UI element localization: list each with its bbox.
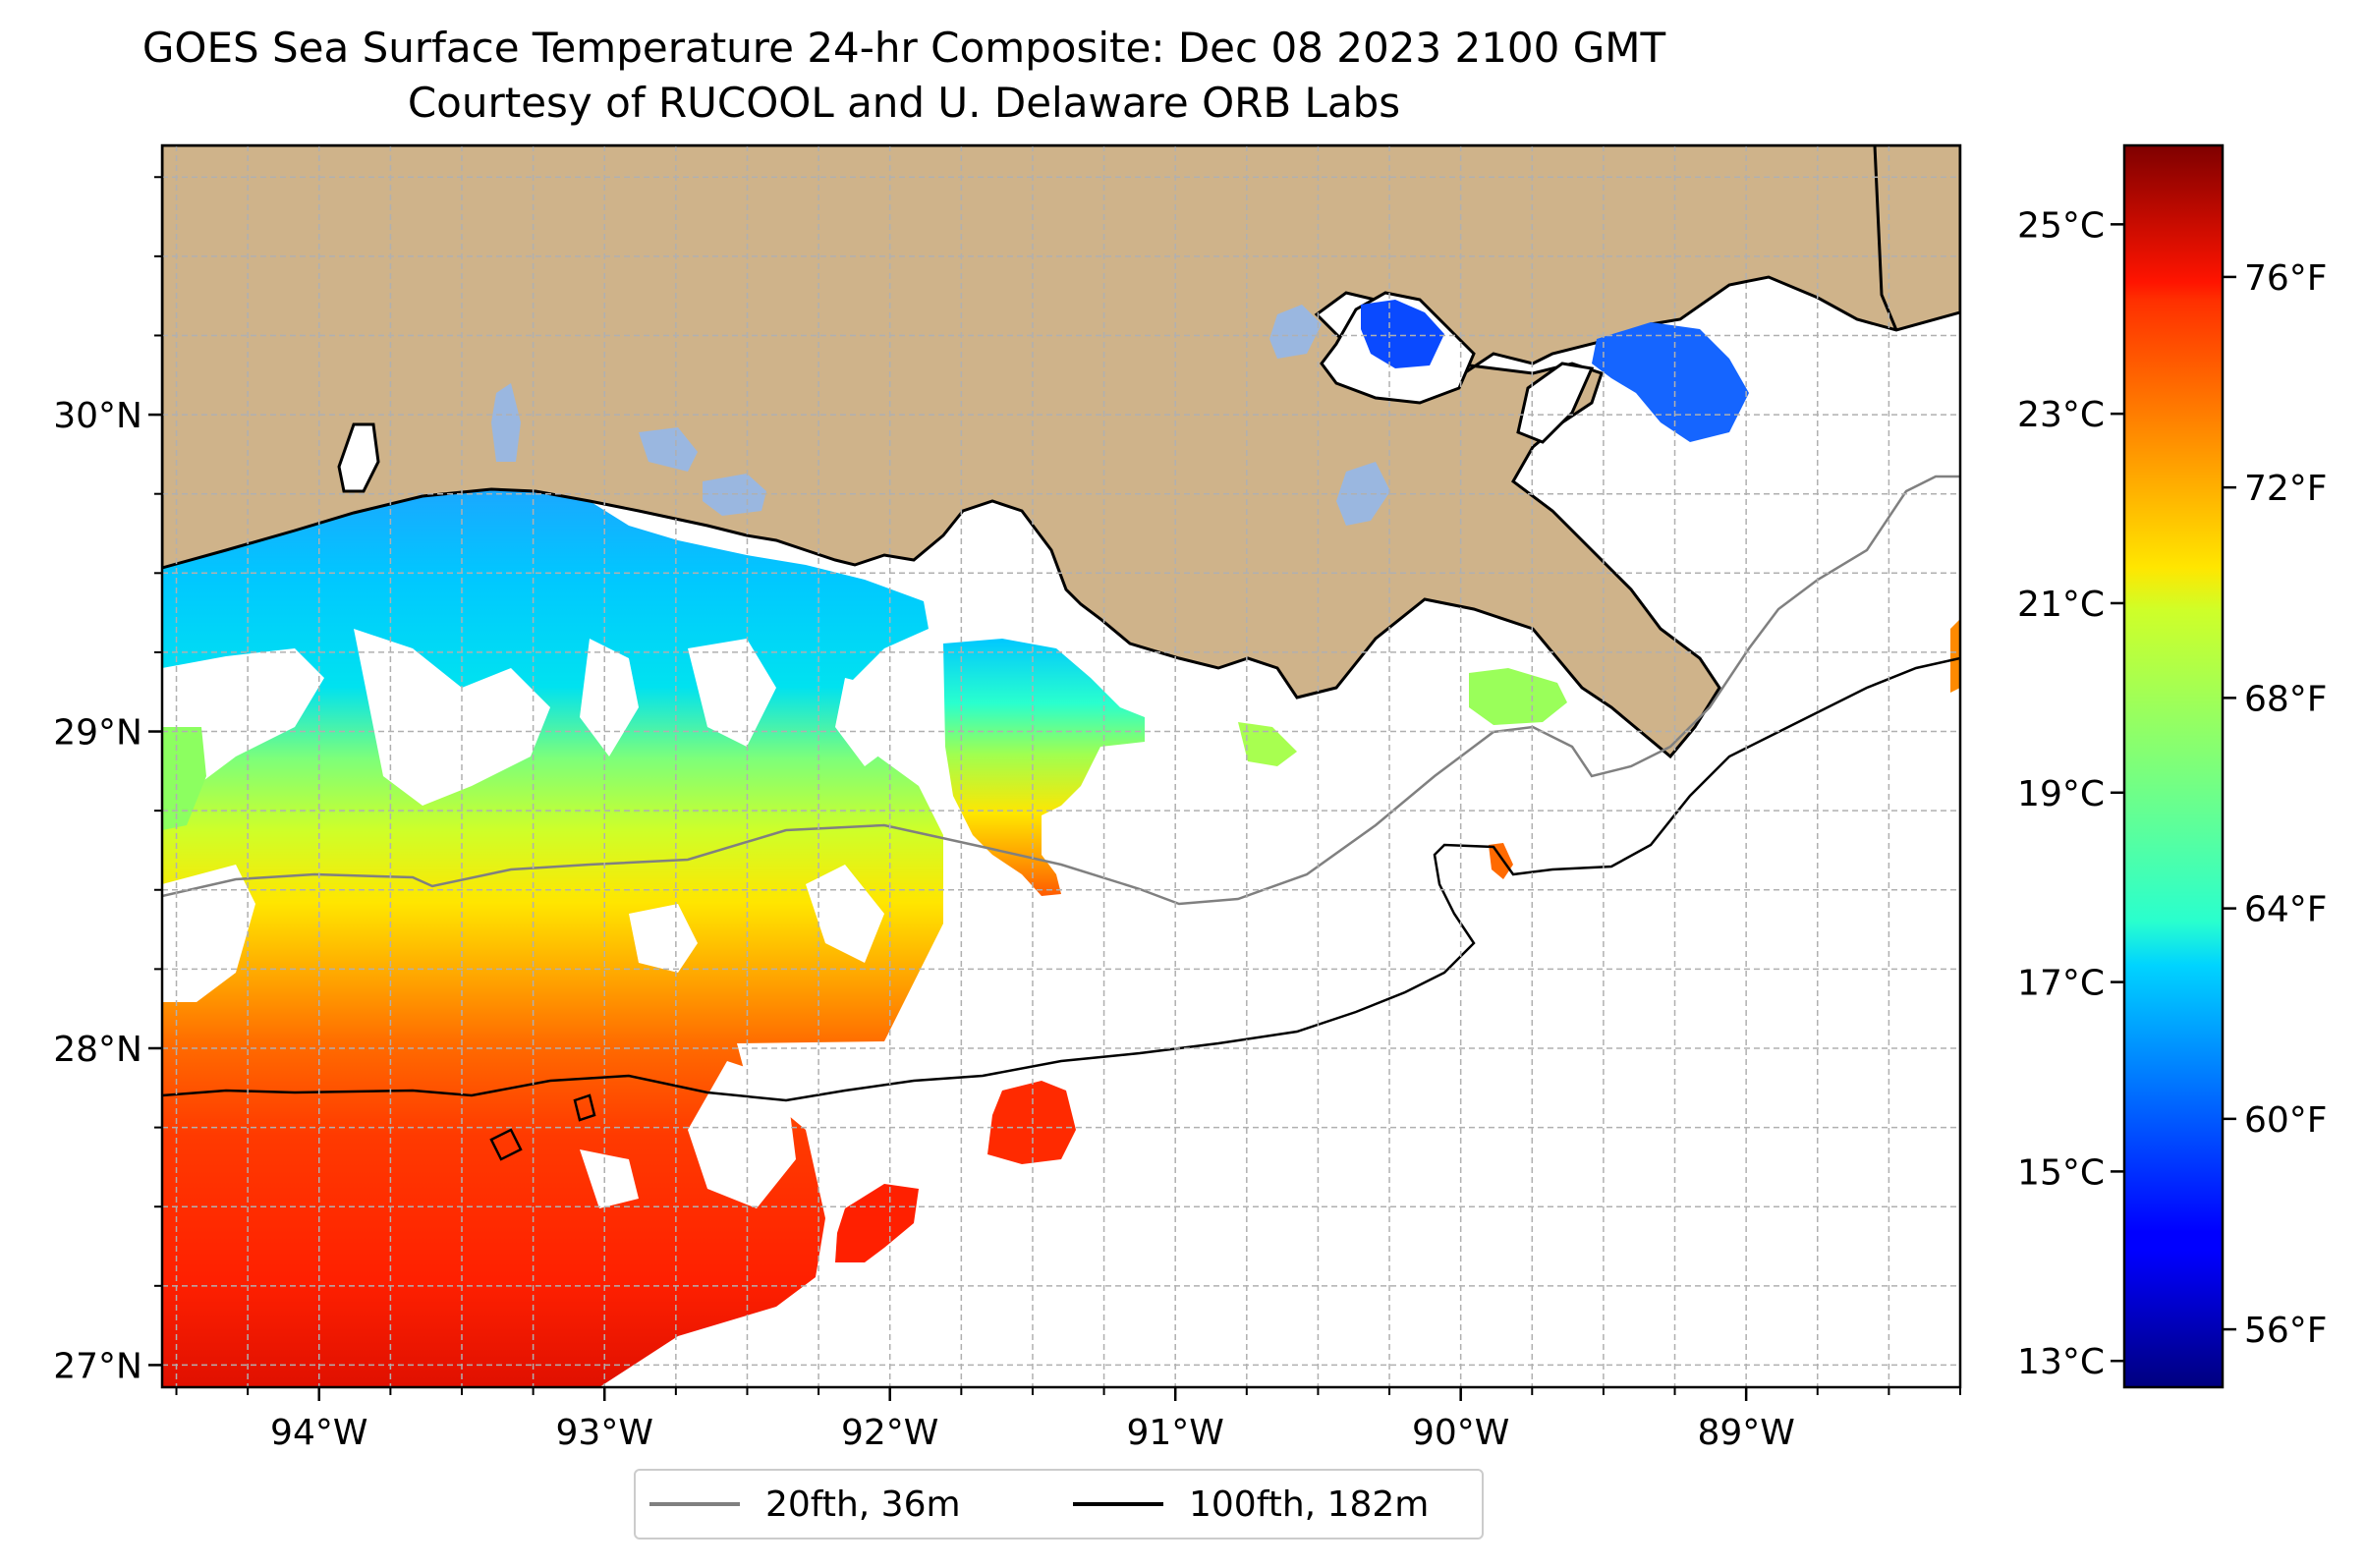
colorbar-c-label: 19°C: [2017, 774, 2105, 814]
legend-line-100fth: [1073, 1502, 1163, 1506]
colorbar-f-label: 76°F: [2244, 258, 2328, 299]
colorbar-c-label: 25°C: [2017, 205, 2105, 246]
sst-patch: [162, 727, 206, 830]
sst-data-layer: [162, 489, 1960, 1387]
longitude-axis: 94°W 93°W 92°W 91°W 90°W 89°W: [175, 1387, 1961, 1453]
colorbar-c-label: 21°C: [2017, 585, 2105, 625]
grand-lake: [639, 427, 698, 472]
lon-tick-label: 94°W: [270, 1413, 367, 1453]
map-subtitle: Courtesy of RUCOOL and U. Delaware ORB L…: [407, 79, 1401, 127]
sst-patch: [1950, 619, 1960, 693]
map-frame: [160, 143, 1962, 1389]
white-lake: [703, 474, 766, 516]
contour-100fth-island: [573, 1093, 596, 1122]
legend-line-20fth: [649, 1502, 740, 1506]
colorbar-f-label: 64°F: [2244, 890, 2328, 930]
land-layer: [162, 145, 1960, 759]
colorbar-c-label: 17°C: [2017, 964, 2105, 1004]
colorbar-f-label: 68°F: [2244, 679, 2328, 719]
cloud-gap: [580, 639, 639, 756]
contour-legend: 20fth, 36m 100fth, 182m: [634, 1469, 1484, 1540]
lon-tick-label: 91°W: [1126, 1413, 1223, 1453]
lon-tick-label: 89°W: [1697, 1413, 1794, 1453]
map-panel: 94°W 93°W 92°W 91°W 90°W 89°W 27°N 28°N 29°N 30°…: [53, 143, 1962, 1453]
sst-mid-field: [943, 639, 1145, 896]
colorbar-c-label: 15°C: [2017, 1152, 2105, 1193]
lake-borgne: [1516, 362, 1595, 444]
land-texas-louisiana: [162, 145, 1960, 759]
lat-tick-label: 29°N: [53, 713, 142, 754]
lon-tick-label: 90°W: [1412, 1413, 1509, 1453]
colorbar-celsius-axis: 13°C 15°C 17°C 19°C 21°C 23°C 25°C: [2017, 205, 2124, 1382]
map-gridlines: [162, 145, 1961, 1387]
cloud-gap: [688, 639, 776, 747]
colorbar-fahrenheit-axis: 56°F 60°F 64°F 68°F 72°F 76°F: [2223, 258, 2328, 1351]
colorbar-f-label: 56°F: [2244, 1311, 2328, 1351]
cloud-gap: [806, 865, 884, 963]
lat-tick-label: 30°N: [53, 396, 142, 436]
legend-label-100fth: 100fth, 182m: [1189, 1484, 1430, 1525]
contour-20fth-line: [162, 475, 1960, 906]
cloud-gap: [162, 865, 255, 1002]
latitude-axis: 27°N 28°N 29°N 30°N: [53, 176, 162, 1386]
legend-label-20fth: 20fth, 36m: [765, 1484, 961, 1525]
cloud-gap: [629, 904, 698, 973]
contour-100fth-line: [162, 656, 1960, 1102]
cloud-gap: [354, 629, 550, 806]
lon-tick-label: 92°W: [841, 1413, 938, 1453]
lat-tick-label: 28°N: [53, 1030, 142, 1070]
map-title: GOES Sea Surface Temperature 24-hr Compo…: [141, 24, 1666, 72]
colorbar: 56°F 60°F 64°F 68°F 72°F 76°F 13°C 15°C 17°C 19°…: [2017, 143, 2328, 1389]
sst-patch: [987, 1081, 1076, 1164]
sst-patch: [835, 1184, 919, 1262]
legend-item-100fth: 100fth, 182m: [1073, 1483, 1429, 1526]
sabine-lake: [337, 422, 380, 493]
cloud-gap: [580, 1149, 639, 1208]
colorbar-f-label: 60°F: [2244, 1100, 2328, 1141]
contour-100fth-island: [489, 1128, 523, 1161]
depth-contours: [162, 475, 1960, 1161]
lat-tick-label: 27°N: [53, 1346, 142, 1386]
state-boundary: [1873, 145, 1898, 331]
lon-tick-label: 93°W: [556, 1413, 653, 1453]
sst-patch: [1238, 722, 1297, 766]
sst-patch: [1469, 668, 1567, 725]
colorbar-c-label: 23°C: [2017, 395, 2105, 435]
lake-pontchartrain-sst: [1361, 300, 1444, 368]
cloud-gap: [835, 678, 904, 766]
lake-borgne-sst: [1592, 322, 1749, 442]
colorbar-c-label: 13°C: [2017, 1342, 2105, 1382]
sst-patch: [1489, 843, 1513, 879]
inland-lake: [1269, 305, 1322, 359]
legend-item-20fth: 20fth, 36m: [649, 1483, 961, 1526]
calcasieu-lake: [491, 383, 521, 462]
colorbar-gradient: [2122, 143, 2225, 1389]
colorbar-f-label: 72°F: [2244, 469, 2328, 509]
